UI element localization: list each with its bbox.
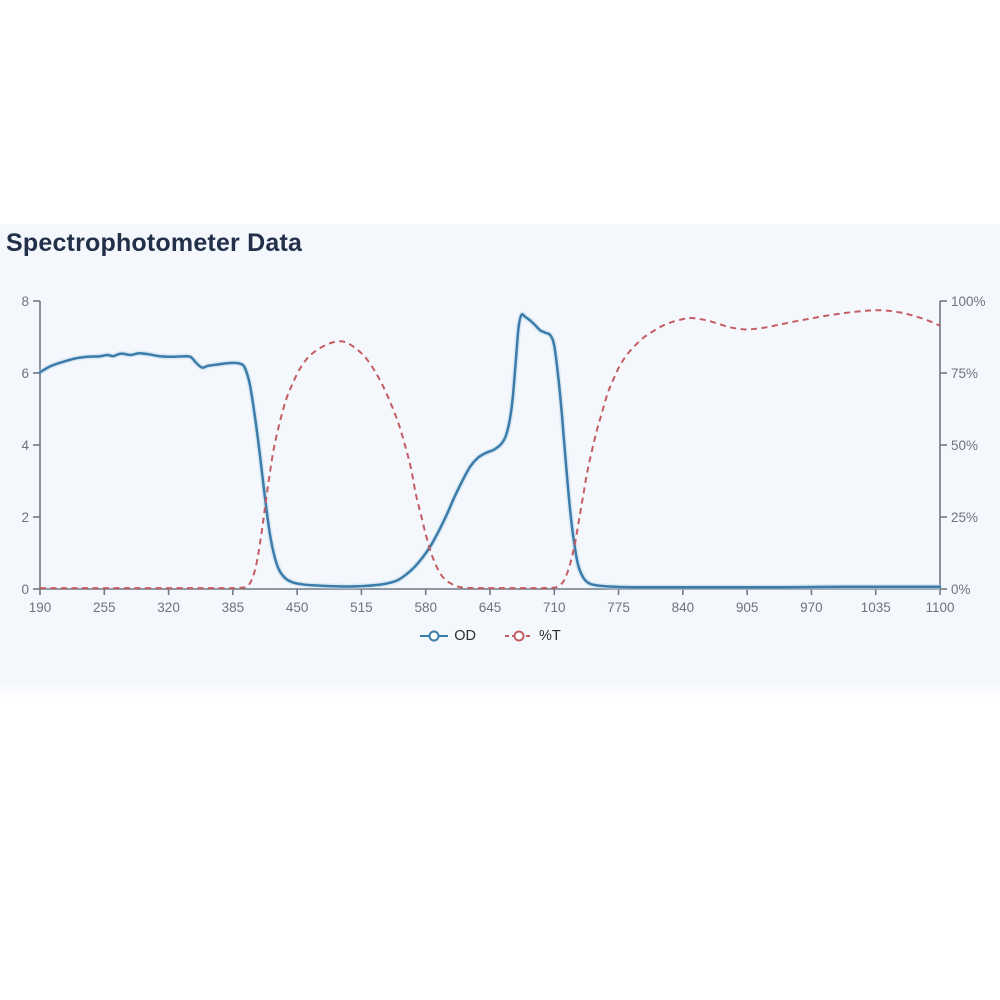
x-tick-label: 1035 xyxy=(861,600,891,615)
x-tick-label: 710 xyxy=(543,600,566,615)
y-right-tick-label: 100% xyxy=(951,294,986,309)
legend-label: %T xyxy=(539,628,561,644)
tick-marks xyxy=(33,300,947,595)
x-tick-label: 515 xyxy=(350,600,373,615)
y-right-tick-label: 75% xyxy=(951,366,978,381)
legend-marker-od-icon xyxy=(420,630,449,642)
legend-item-od[interactable]: OD xyxy=(419,628,476,644)
x-tick-label: 320 xyxy=(157,600,180,615)
x-tick-label: 775 xyxy=(607,600,630,615)
chart-legend: OD %T xyxy=(40,628,940,644)
pct-t-line xyxy=(39,309,941,590)
od-line xyxy=(38,313,942,589)
y-left-tick-label: 4 xyxy=(21,438,29,453)
x-tick-label: 645 xyxy=(479,600,502,615)
x-tick-label: 580 xyxy=(414,600,437,615)
x-tick-label: 1100 xyxy=(925,600,954,615)
chart-title: Spectrophotometer Data xyxy=(6,229,303,257)
spectrophotometer-chart: 190 255 320 385 450 515 580 645 710 775 840 905 970 1… xyxy=(21,294,985,615)
y-right-tick-label: 0% xyxy=(951,582,971,597)
x-tick-label: 905 xyxy=(736,600,759,615)
x-tick-label: 840 xyxy=(672,600,695,615)
x-tick-label: 385 xyxy=(222,600,245,615)
y-right-tick-label: 25% xyxy=(951,510,978,525)
legend-item-pct-t[interactable]: %T xyxy=(504,628,561,644)
x-tick-label: 970 xyxy=(800,600,823,615)
y-left-tick-label: 6 xyxy=(21,366,29,381)
y-left-tick-label: 8 xyxy=(21,294,29,309)
y-left-tick-label: 2 xyxy=(21,510,29,525)
y-left-tick-label: 0 xyxy=(21,582,29,597)
y-right-tick-label: 50% xyxy=(951,438,978,453)
x-tick-label: 450 xyxy=(286,600,309,615)
legend-label: OD xyxy=(454,628,476,644)
legend-marker-pct-t-icon xyxy=(505,630,533,642)
x-tick-label: 190 xyxy=(29,600,52,615)
axes xyxy=(39,301,941,590)
tick-labels: 190 255 320 385 450 515 580 645 710 775 840 905 970 1… xyxy=(21,294,985,615)
chart-panel: Spectrophotometer Data 190 255 320 385 450 51… xyxy=(0,224,1000,702)
x-tick-label: 255 xyxy=(93,600,116,615)
